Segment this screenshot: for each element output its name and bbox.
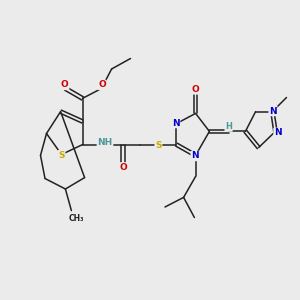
Text: N: N (191, 152, 199, 160)
Text: N: N (274, 128, 282, 137)
Text: CH₃: CH₃ (69, 214, 84, 223)
Text: N: N (269, 106, 277, 116)
Text: O: O (98, 80, 106, 89)
Text: O: O (61, 80, 69, 89)
Text: N: N (172, 118, 180, 127)
Text: S: S (58, 151, 65, 160)
Text: H: H (225, 122, 232, 131)
Text: O: O (119, 163, 127, 172)
Text: S: S (155, 141, 162, 150)
Text: NH: NH (98, 138, 112, 147)
Text: O: O (192, 85, 200, 94)
